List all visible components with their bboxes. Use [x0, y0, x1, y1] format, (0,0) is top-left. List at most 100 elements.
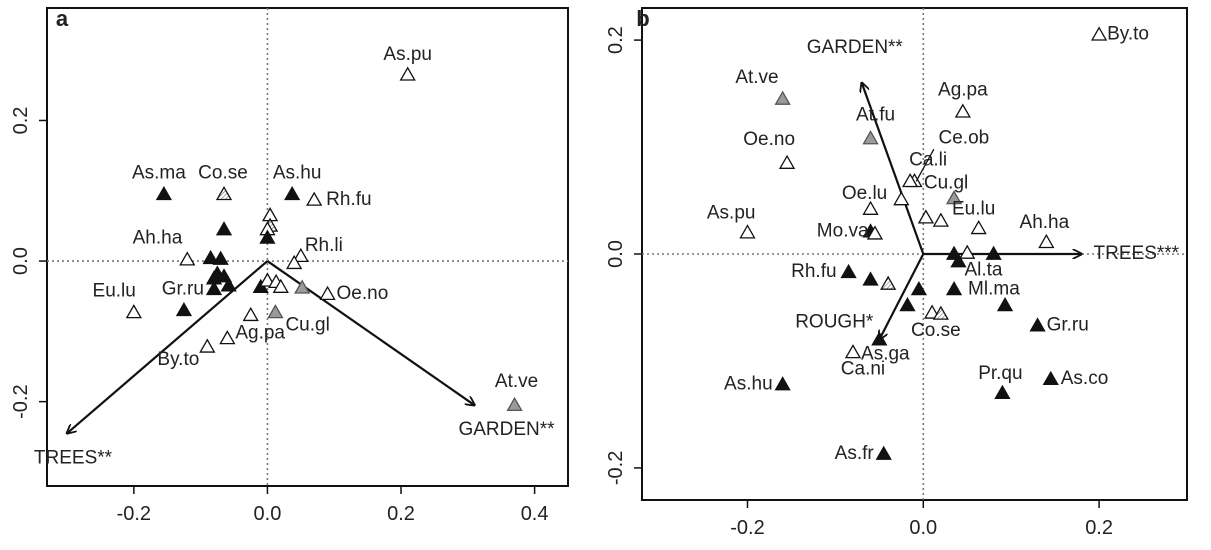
species-label: As.ma [132, 162, 186, 183]
species-point [306, 191, 323, 206]
species-point [272, 278, 289, 293]
species-point [294, 279, 311, 294]
species-point [219, 330, 236, 345]
species-label: Ca.ni [841, 358, 885, 379]
species-label: Oe.no [743, 129, 795, 150]
species-label: Rh.fu [791, 261, 836, 282]
vector-label: GARDEN** [458, 419, 555, 440]
vector-label: TREES*** [1094, 243, 1180, 264]
x-tick-label: 0.0 [909, 517, 937, 539]
species-label: Oe.no [337, 283, 389, 304]
y-tick-label: -0.2 [605, 451, 627, 485]
species-label: Gr.ru [162, 278, 204, 299]
species-point [910, 280, 928, 296]
species-point [893, 191, 910, 206]
species-label: Rh.fu [326, 189, 371, 210]
species-label: At.ve [495, 371, 538, 392]
species-label: Ce.ob [939, 127, 990, 148]
species-point [292, 247, 309, 263]
species-point [985, 245, 1002, 260]
species-label: Pr.qu [978, 363, 1022, 384]
species-point [866, 225, 884, 240]
species-point [215, 185, 233, 201]
species-label: As.fr [835, 443, 875, 464]
species-point [917, 209, 935, 224]
species-point [259, 229, 276, 244]
species-point [215, 221, 233, 236]
panel-label: a [56, 6, 69, 31]
species-point [932, 305, 949, 320]
species-label: Oe.lu [842, 183, 887, 204]
species-label: Ah.ha [133, 228, 183, 249]
x-tick-label: -0.2 [730, 517, 764, 539]
species-point [954, 103, 971, 118]
species-label: Gr.ru [1047, 315, 1089, 336]
species-point [871, 331, 888, 346]
species-point [202, 249, 219, 265]
species-label: Ml.ma [968, 278, 1020, 299]
species-label: Al.ta [964, 259, 1002, 280]
species-point [970, 220, 987, 235]
species-label: By.to [157, 349, 199, 370]
species-point [774, 90, 791, 105]
species-point [899, 297, 916, 312]
y-tick-label: 0.2 [10, 107, 32, 135]
x-tick-label: -0.2 [117, 503, 151, 525]
vector-label: ROUGH* [795, 312, 874, 333]
species-point [286, 254, 303, 270]
species-point [862, 271, 879, 286]
panel-b: b -0.2 0.0 0.2 -0.2 0.0 0.2 GARDEN** TREES*** ROU… [605, 6, 1188, 539]
vector-arrow [862, 83, 925, 255]
species-point [875, 445, 892, 460]
species-point [179, 251, 196, 266]
species-label: Eu.lu [93, 280, 136, 301]
species-point [880, 275, 897, 290]
species-point [267, 304, 284, 319]
species-label: Mo.va [817, 221, 869, 242]
species-label: Ag.pa [938, 80, 988, 101]
species-point [284, 185, 301, 201]
x-tick-label: 0.0 [254, 503, 282, 525]
species-point [1090, 26, 1108, 41]
species-point [205, 280, 223, 296]
label-leader-line [915, 148, 935, 182]
species-point [220, 277, 237, 292]
species-point [1038, 233, 1055, 249]
species-point [945, 280, 963, 296]
panel-a: a -0.2 0.0 0.2 0.4 -0.2 0.0 0.2 TREES** GARDEN** A… [10, 6, 569, 525]
species-label: As.hu [724, 373, 773, 394]
species-label: At.fu [856, 104, 895, 125]
x-tick-label: 0.2 [387, 503, 415, 525]
species-point [199, 338, 216, 353]
species-label: At.ve [735, 67, 778, 88]
species-point [1029, 317, 1046, 332]
species-label: Co.se [198, 162, 248, 183]
species-point [862, 200, 879, 215]
species-point [945, 190, 963, 205]
species-point [950, 253, 967, 268]
y-tick-label: 0.0 [10, 247, 32, 275]
x-tick-label: 0.2 [1085, 517, 1113, 539]
species-point [959, 244, 976, 259]
species-point [319, 285, 336, 300]
vector-arrow [879, 253, 925, 340]
species-label: Ag.pa [235, 322, 285, 343]
y-tick-label: 0.2 [605, 26, 627, 54]
plot-frame [46, 7, 569, 487]
species-point [125, 304, 142, 319]
species-label: As.co [1061, 368, 1109, 389]
species-point [994, 384, 1011, 399]
species-point [996, 297, 1014, 312]
species-point [840, 263, 857, 279]
species-label: By.to [1107, 24, 1149, 45]
species-point [155, 185, 173, 201]
species-point [774, 376, 791, 391]
species-point [932, 212, 949, 227]
species-label: Co.se [911, 320, 961, 341]
vector-label: GARDEN** [807, 37, 904, 58]
species-label: As.ga [861, 344, 910, 365]
species-point [862, 130, 879, 145]
species-label: As.hu [273, 162, 322, 183]
y-tick-label: -0.2 [10, 384, 32, 418]
